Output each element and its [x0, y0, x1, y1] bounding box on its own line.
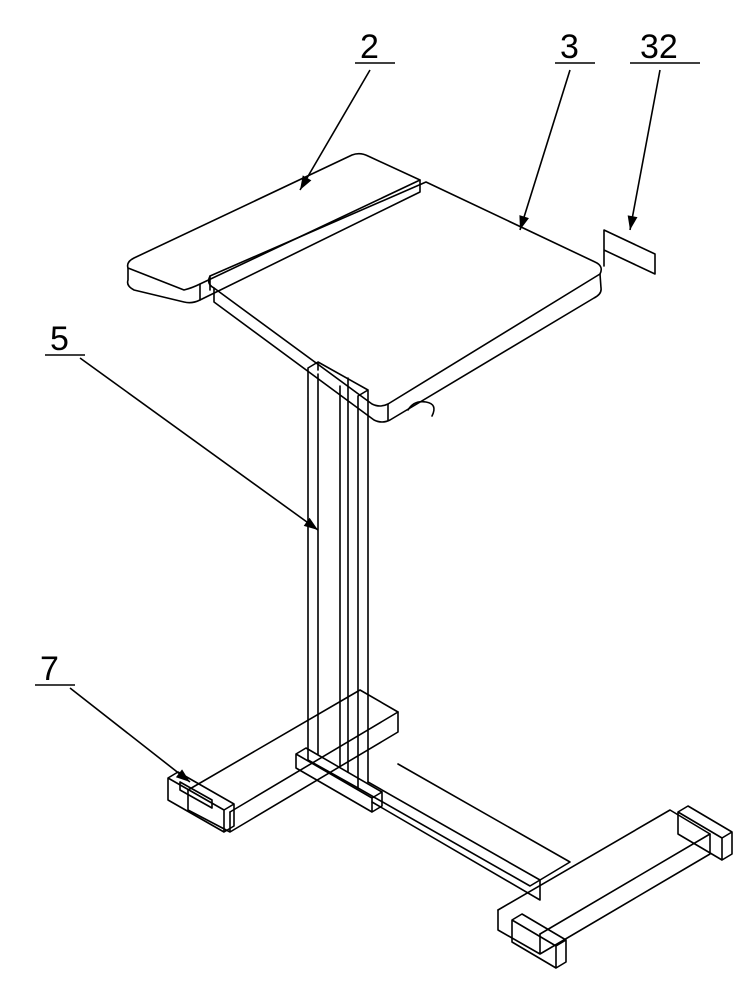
base-beam-right-top: [358, 764, 570, 886]
leader-arrow-2: [300, 175, 311, 190]
callout-label-5: 5: [50, 320, 69, 358]
right-foot-far: [678, 806, 732, 860]
callout-label-2: 2: [360, 28, 379, 66]
handle: [408, 402, 434, 416]
callout-label-3: 3: [560, 28, 579, 66]
leader-arrow-32: [628, 215, 638, 230]
right-panel-top: [209, 182, 602, 406]
column-outer: [308, 362, 368, 788]
right-foot-near: [512, 914, 566, 968]
callout-label-7: 7: [40, 650, 59, 688]
ledge-32: [604, 230, 655, 274]
leader-line-32: [630, 70, 660, 230]
callout-label-32: 32: [640, 28, 678, 66]
table-line-art: [128, 154, 732, 968]
callout-labels: 2 3 32 5 7: [40, 28, 678, 688]
leader-line-5: [80, 358, 318, 530]
right-panel-edge: [214, 274, 601, 422]
left-panel-top: [128, 154, 420, 290]
technical-drawing-svg: 2 3 32 5 7: [0, 0, 739, 1000]
leader-line-2: [300, 70, 370, 190]
leader-line-7: [70, 688, 190, 782]
column-base-plate: [296, 748, 382, 812]
leader-arrow-5: [304, 518, 318, 530]
leader-line-3: [520, 70, 570, 230]
base-beam-right-side: [368, 782, 540, 900]
